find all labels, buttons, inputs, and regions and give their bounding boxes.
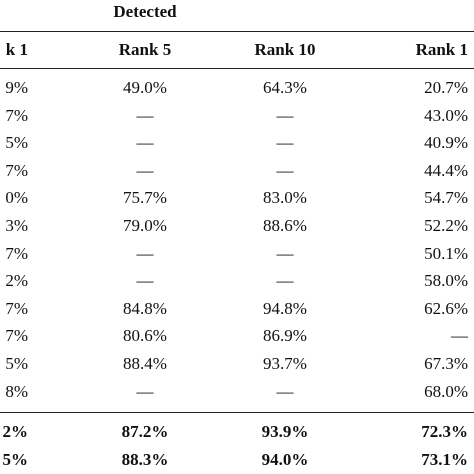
table-cell: 67.3% bbox=[424, 354, 468, 373]
table-cell: 7% bbox=[5, 326, 28, 346]
table-cell: — bbox=[136, 133, 154, 153]
rule bbox=[0, 412, 474, 413]
summary-cell: 88.3% bbox=[121, 449, 169, 469]
table-cell: 0% bbox=[5, 188, 28, 208]
group-header: Detected bbox=[113, 2, 177, 21]
table-cell: 83.0% bbox=[263, 188, 307, 208]
table-cell: 9% bbox=[5, 78, 28, 97]
table-cell: 93.7% bbox=[263, 354, 307, 373]
rule bbox=[0, 68, 474, 69]
table-cell: 88.6% bbox=[263, 216, 307, 235]
table-cell: 3% bbox=[5, 216, 28, 235]
table-cell: 58.0% bbox=[424, 271, 468, 291]
table-cell: 5% bbox=[5, 133, 28, 153]
table-cell: — bbox=[276, 133, 294, 153]
column-header: Rank 1 bbox=[415, 40, 468, 59]
table-cell: 7% bbox=[5, 243, 28, 263]
table-cell: — bbox=[276, 381, 294, 401]
summary-cell: 93.9% bbox=[261, 422, 309, 441]
table-cell: 44.4% bbox=[424, 160, 468, 180]
summary-cell: 87.2% bbox=[121, 422, 169, 441]
table-cell: 84.8% bbox=[123, 298, 167, 318]
table-cell: 7% bbox=[5, 105, 28, 125]
summary-cell: 72.3% bbox=[421, 422, 468, 441]
table-cell: 80.6% bbox=[123, 326, 167, 346]
summary-cell: 5% bbox=[2, 449, 29, 469]
table-cell: 75.7% bbox=[123, 188, 167, 208]
rule bbox=[0, 31, 474, 32]
table-cell: — bbox=[276, 271, 294, 291]
table-cell: 94.8% bbox=[263, 298, 307, 318]
summary-cell: 2% bbox=[2, 422, 29, 441]
table-cell: — bbox=[276, 105, 294, 125]
table-cell: — bbox=[136, 160, 154, 180]
table-cell: — bbox=[276, 160, 294, 180]
table-cell: 64.3% bbox=[263, 78, 307, 97]
table-cell: — bbox=[136, 243, 154, 263]
column-header: k 1 bbox=[5, 40, 28, 59]
table-cell: 49.0% bbox=[123, 78, 167, 97]
table-cell: 8% bbox=[5, 381, 28, 401]
table-cell: 40.9% bbox=[424, 133, 468, 153]
table-cell: 79.0% bbox=[123, 216, 167, 235]
table-cell: 43.0% bbox=[424, 105, 468, 125]
table-cell: 52.2% bbox=[424, 216, 468, 235]
table-cell: 62.6% bbox=[424, 298, 468, 318]
table-cell: — bbox=[136, 381, 154, 401]
summary-cell: 94.0% bbox=[261, 449, 309, 469]
table-cell: 5% bbox=[5, 354, 28, 373]
table-cell: — bbox=[136, 271, 154, 291]
table-cell: — bbox=[136, 105, 154, 125]
table-cell: 2% bbox=[5, 271, 28, 291]
table-cell: 7% bbox=[5, 160, 28, 180]
table-cell: 50.1% bbox=[424, 243, 468, 263]
table-cell: 20.7% bbox=[424, 78, 468, 97]
table-cell: 86.9% bbox=[263, 326, 307, 346]
column-header: Rank 10 bbox=[254, 40, 316, 59]
table-cell: — bbox=[276, 243, 294, 263]
table-cell: 7% bbox=[5, 298, 28, 318]
table-cell: 68.0% bbox=[424, 381, 468, 401]
column-header: Rank 5 bbox=[118, 40, 172, 59]
summary-cell: 73.1% bbox=[421, 449, 468, 469]
table-cell: — bbox=[451, 326, 468, 346]
table-cell: 54.7% bbox=[424, 188, 468, 208]
table-cell: 88.4% bbox=[123, 354, 167, 373]
